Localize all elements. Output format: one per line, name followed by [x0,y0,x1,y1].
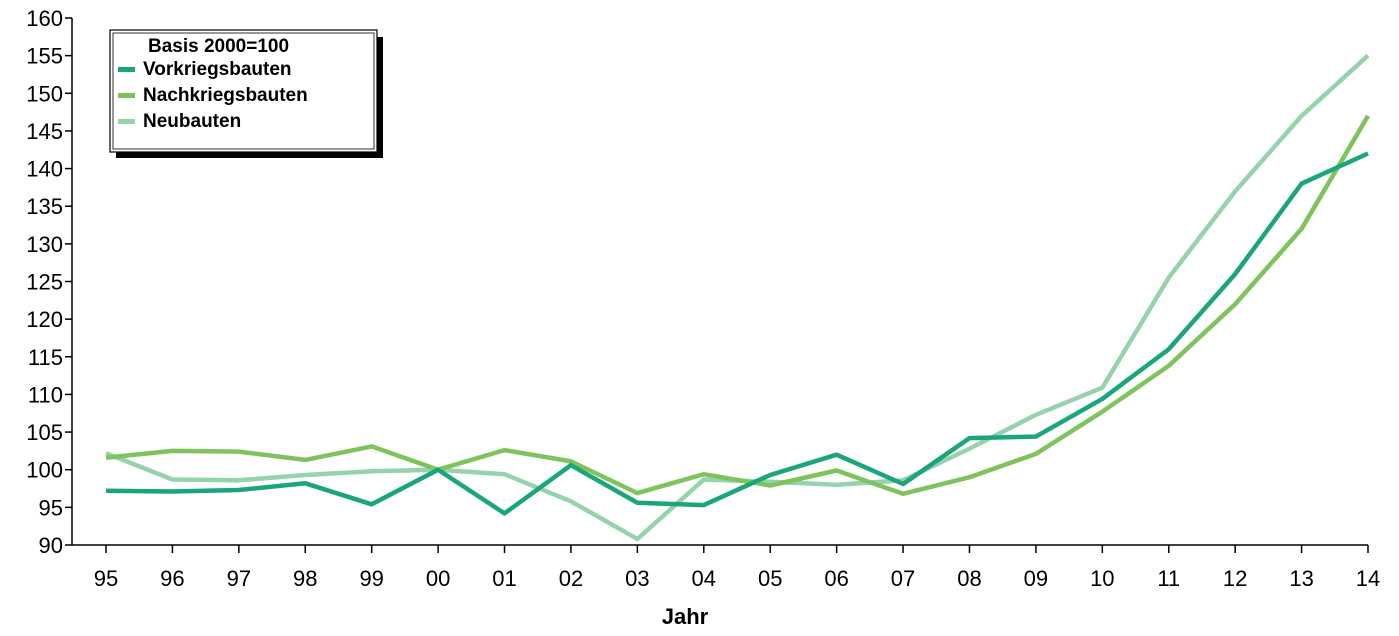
x-tick-label: 06 [824,566,848,591]
x-tick-label: 08 [957,566,981,591]
y-tick-label: 130 [26,232,63,257]
x-tick-label: 99 [359,566,383,591]
y-tick-label: 160 [26,6,63,31]
x-tick-label: 97 [227,566,251,591]
x-tick-label: 11 [1157,566,1180,591]
x-tick-label: 04 [692,566,716,591]
y-tick-label: 150 [26,81,63,106]
x-axis-title: Jahr [662,604,709,629]
legend-items: Vorkriegsbauten Nachkriegsbauten Neubauten [118,59,308,132]
x-tick-label: 96 [160,566,184,591]
y-tick-label: 90 [39,533,63,558]
series-line-nachkriegsbauten [105,114,1370,497]
y-tick-label: 125 [26,270,63,295]
legend-swatch [118,67,135,72]
y-tick-label: 155 [26,44,63,69]
x-tick-label: 01 [492,566,516,591]
x-tick-label: 14 [1356,566,1380,591]
y-tick-label: 95 [39,495,63,520]
legend-label: Nachkriegsbauten [143,85,308,106]
legend-title: Basis 2000=100 [148,36,289,57]
x-tick-label: 07 [891,566,915,591]
legend-label: Vorkriegsbauten [143,59,292,80]
x-axis: 95 96 97 98 99 00 01 02 03 04 05 06 07 08 09 10 11 12 13 14 [72,544,1380,591]
x-tick-label: 95 [94,566,118,591]
x-tick-label: 05 [758,566,782,591]
legend-box [109,29,378,153]
x-tick-label: 09 [1024,566,1048,591]
y-tick-label: 110 [28,382,63,407]
legend-swatch [118,119,135,124]
y-tick-label: 140 [26,157,63,182]
x-tick-label: 12 [1223,566,1247,591]
y-axis: 90 95 100 105 110 115 120 125 130 135 140 145 150 155… [26,6,73,558]
x-tick-label: 00 [426,566,450,591]
y-tick-label: 100 [26,458,63,483]
y-tick-label: 135 [26,194,63,219]
x-tick-label: 03 [625,566,649,591]
legend-inner-border [112,32,375,150]
legend-swatch [118,93,135,98]
y-tick-label: 120 [26,307,63,332]
y-tick-label: 115 [28,345,63,370]
series-line-vorkriegsbauten [105,151,1369,516]
x-tick-label: 98 [293,566,317,591]
y-tick-label: 145 [26,119,63,144]
y-tick-label: 105 [26,420,63,445]
x-tick-label: 02 [559,566,583,591]
x-tick-label: 13 [1289,566,1313,591]
legend: Basis 2000=100 Vorkriegsbauten Nachkriegs… [109,29,383,158]
legend-label: Neubauten [143,111,241,132]
series-layer [105,53,1370,542]
x-tick-label: 10 [1090,566,1114,591]
